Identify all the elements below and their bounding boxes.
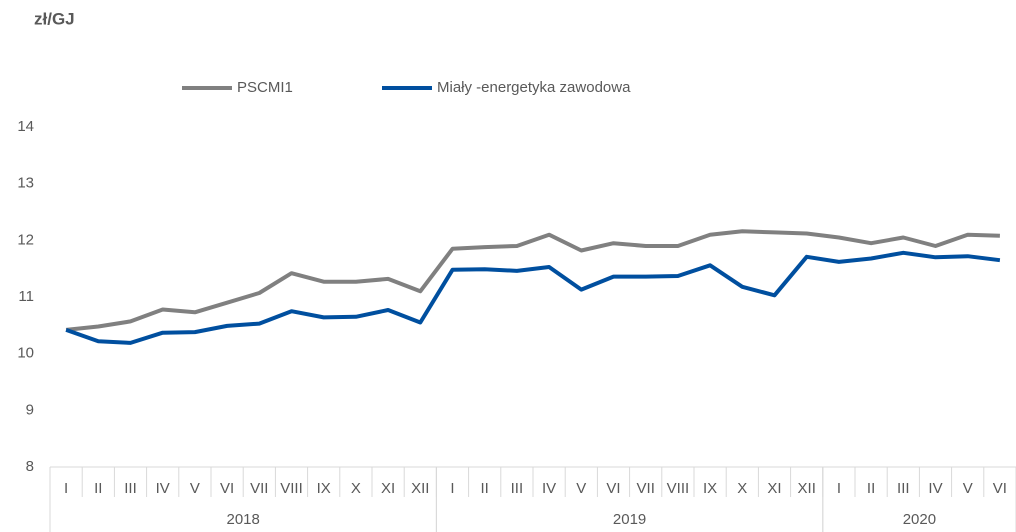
x-tick-label: VII <box>250 480 268 497</box>
line-series <box>65 250 1001 345</box>
x-tick-label: XI <box>767 480 781 497</box>
x-tick-label: IX <box>317 480 331 497</box>
x-tick-label: V <box>576 480 586 497</box>
y-axis-label: zł/GJ <box>34 9 75 28</box>
group-label: 2020 <box>903 511 936 528</box>
x-tick-label: I <box>64 480 68 497</box>
x-tick-label: XI <box>381 480 395 497</box>
x-tick-label: V <box>190 480 200 497</box>
x-tick-label: IV <box>542 480 556 497</box>
x-tick-label: III <box>897 480 910 497</box>
group-label: 2018 <box>227 511 260 528</box>
group-label: 2019 <box>613 511 646 528</box>
x-tick-label: II <box>94 480 102 497</box>
x-tick-label: VI <box>220 480 234 497</box>
x-tick-label: I <box>450 480 454 497</box>
x-tick-label: II <box>481 480 489 497</box>
y-tick-label: 12 <box>17 231 34 248</box>
y-tick-label: 11 <box>18 288 34 305</box>
y-tick-label: 13 <box>17 175 34 192</box>
x-tick-label: I <box>837 480 841 497</box>
x-tick-label: VI <box>993 480 1007 497</box>
x-tick-label: VIII <box>667 480 690 497</box>
x-tick-label: IV <box>156 480 170 497</box>
x-tick-label: X <box>351 480 361 497</box>
x-tick-label: VI <box>606 480 620 497</box>
x-tick-label: V <box>963 480 973 497</box>
x-tick-label: III <box>511 480 524 497</box>
x-tick-label: XII <box>411 480 429 497</box>
x-tick-label: III <box>124 480 137 497</box>
y-tick-label: 10 <box>17 345 34 362</box>
x-tick-label: VII <box>637 480 655 497</box>
y-tick-label: 14 <box>17 118 34 135</box>
x-tick-label: II <box>867 480 875 497</box>
x-tick-label: IV <box>928 480 942 497</box>
legend-label: Miały -energetyka zawodowa <box>437 79 631 96</box>
x-tick-label: X <box>737 480 747 497</box>
y-tick-label: 9 <box>26 401 34 418</box>
x-tick-label: XII <box>798 480 816 497</box>
line-series <box>65 229 1000 332</box>
x-tick-label: IX <box>703 480 717 497</box>
y-tick-label: 8 <box>26 458 34 475</box>
x-tick-label: VIII <box>280 480 303 497</box>
legend-label: PSCMI1 <box>237 79 293 96</box>
